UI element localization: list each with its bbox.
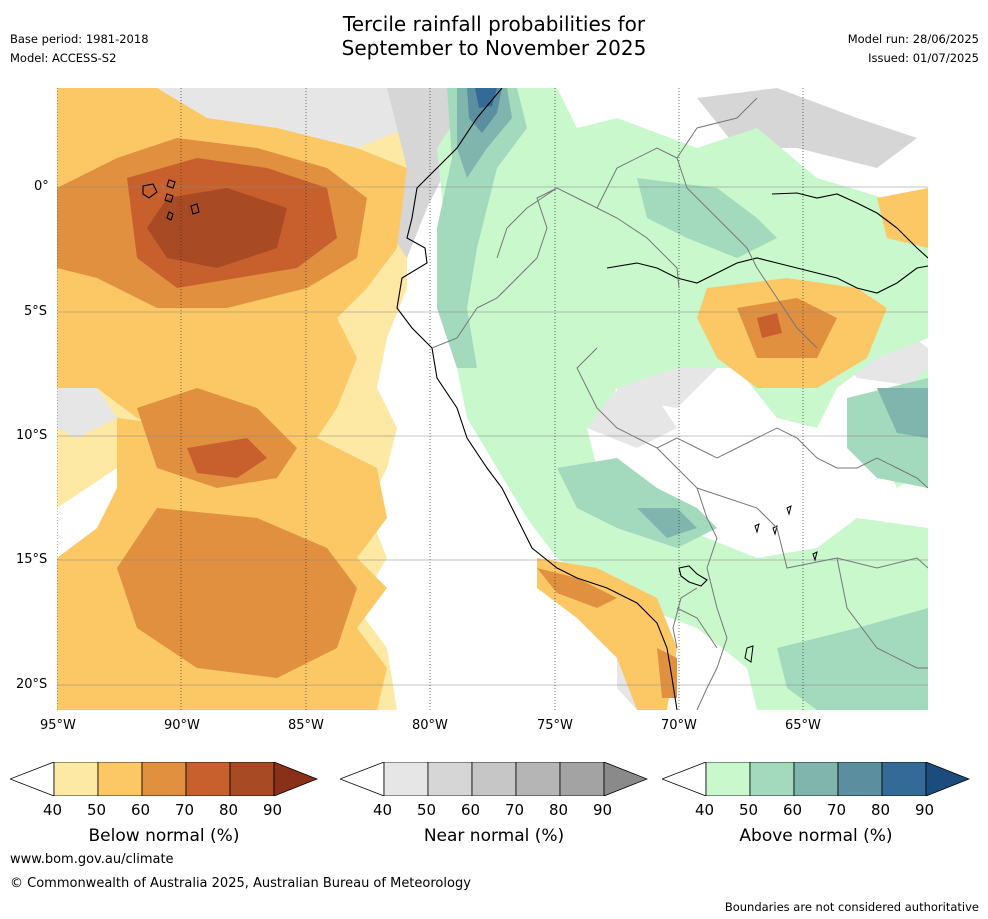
galapagos-islands: [142, 179, 200, 221]
copyright-text: © Commonwealth of Australia 2025, Austra…: [10, 876, 471, 891]
colorbar-near-50-60: [427, 762, 473, 796]
colorbar-below-60-70: [141, 762, 187, 796]
title-line-1: Tercile rainfall probabilities for: [342, 12, 646, 36]
below-70-south: [117, 508, 357, 678]
small-lakes: [744, 505, 818, 663]
colorbar-below-lower-extend: [10, 762, 55, 796]
colorbar-near-lower-extend: [340, 762, 385, 796]
lat-label-0: 0°: [34, 179, 49, 194]
colorbar-above-label: Above normal (%): [739, 826, 893, 846]
near-grey-nw2: [57, 378, 117, 438]
colorbar-above-60-70: [793, 762, 839, 796]
above-90-core: [475, 88, 497, 108]
lon-label-80w: 80°W: [412, 718, 448, 733]
above-70-east: [877, 388, 928, 438]
below-90-core: [147, 188, 287, 268]
cb-below-tick-70: 70: [175, 801, 195, 819]
colorbar-below: [10, 762, 318, 796]
cb-above-tick-50: 50: [739, 801, 759, 819]
colorbar-above-70-80: [837, 762, 883, 796]
cb-above-tick-80: 80: [871, 801, 891, 819]
colorbar-above: [662, 762, 970, 796]
colorbar-below-40-50: [53, 762, 99, 796]
cb-above-tick-90: 90: [915, 801, 935, 819]
lon-label-85w: 85°W: [288, 718, 324, 733]
lat-label-5s: 5°S: [24, 304, 48, 319]
above-60-band: [637, 178, 777, 258]
above-70-south: [637, 508, 697, 538]
map-title: Tercile rainfall probabilities for Septe…: [0, 12, 988, 60]
above-60-se: [777, 608, 928, 710]
lat-gridlines: [57, 186, 928, 686]
cb-near-tick-50: 50: [417, 801, 437, 819]
model-name: Model: ACCESS-S2: [10, 51, 117, 65]
lon-label-90w: 90°W: [164, 718, 200, 733]
cb-above-tick-60: 60: [783, 801, 803, 819]
cb-below-tick-80: 80: [219, 801, 239, 819]
colorbar-near-40-50: [383, 762, 429, 796]
cb-near-tick-70: 70: [505, 801, 525, 819]
near-grey-central: [587, 388, 677, 448]
cb-near-tick-60: 60: [461, 801, 481, 819]
white-patch-3: [437, 628, 577, 688]
model-run: Model run: 28/06/2025: [847, 32, 979, 46]
below-70-coast: [537, 568, 617, 608]
title-line-2: September to November 2025: [341, 36, 647, 60]
colorbar-above-80-90: [881, 762, 927, 796]
colorbar-below-upper-extend: [273, 762, 318, 796]
map-panel: [57, 88, 928, 710]
colorbar-near-label: Near normal (%): [423, 826, 565, 846]
cb-above-tick-70: 70: [827, 801, 847, 819]
cb-above-tick-40: 40: [695, 801, 715, 819]
below-80-mid: [187, 438, 267, 478]
colorbar-near-60-70: [471, 762, 517, 796]
lat-label-10s: 10°S: [16, 428, 48, 443]
lon-label-75w: 75°W: [537, 718, 573, 733]
colorbar-above-40-50: [705, 762, 751, 796]
issued-date: Issued: 01/07/2025: [868, 51, 979, 65]
cb-below-tick-50: 50: [87, 801, 107, 819]
boundary-disclaimer: Boundaries are not considered authoritat…: [724, 900, 979, 914]
colorbar-above-lower-extend: [662, 762, 707, 796]
below-70-bottom: [657, 648, 677, 698]
below-60-ne: [877, 188, 928, 248]
cb-below-tick-60: 60: [131, 801, 151, 819]
colorbar-below-50-60: [97, 762, 143, 796]
lat-label-20s: 20°S: [16, 677, 48, 692]
colorbar-below-70-80: [185, 762, 231, 796]
lon-label-95w: 95°W: [40, 718, 76, 733]
cb-below-tick-40: 40: [43, 801, 63, 819]
cb-below-tick-90: 90: [263, 801, 283, 819]
lon-label-65w: 65°W: [785, 718, 821, 733]
cb-near-tick-90: 90: [593, 801, 613, 819]
cb-near-tick-80: 80: [549, 801, 569, 819]
colorbar-near-70-80: [515, 762, 561, 796]
website-link[interactable]: www.bom.gov.au/climate: [10, 852, 174, 867]
below-80-east: [757, 313, 782, 338]
above-60-coast: [437, 88, 527, 368]
colorbar-above-50-60: [749, 762, 795, 796]
above-50-band: [437, 88, 928, 710]
near-grey-nw: [157, 88, 407, 148]
lat-label-15s: 15°S: [16, 552, 48, 567]
coastline: [396, 88, 678, 710]
colorbar-near-80-90: [559, 762, 605, 796]
colorbar-below-80-90: [229, 762, 275, 796]
colorbar-below-label: Below normal (%): [88, 826, 240, 846]
lon-label-70w: 70°W: [661, 718, 697, 733]
country-borders: [431, 97, 928, 710]
coastline-caribbean: [606, 192, 928, 294]
lake-titicaca: [678, 565, 708, 587]
colorbar-near-upper-extend: [603, 762, 648, 796]
colorbar-above-upper-extend: [925, 762, 970, 796]
base-period: Base period: 1981-2018: [10, 32, 149, 46]
colorbar-near: [340, 762, 648, 796]
cb-near-tick-40: 40: [373, 801, 393, 819]
probability-map: [57, 88, 928, 710]
